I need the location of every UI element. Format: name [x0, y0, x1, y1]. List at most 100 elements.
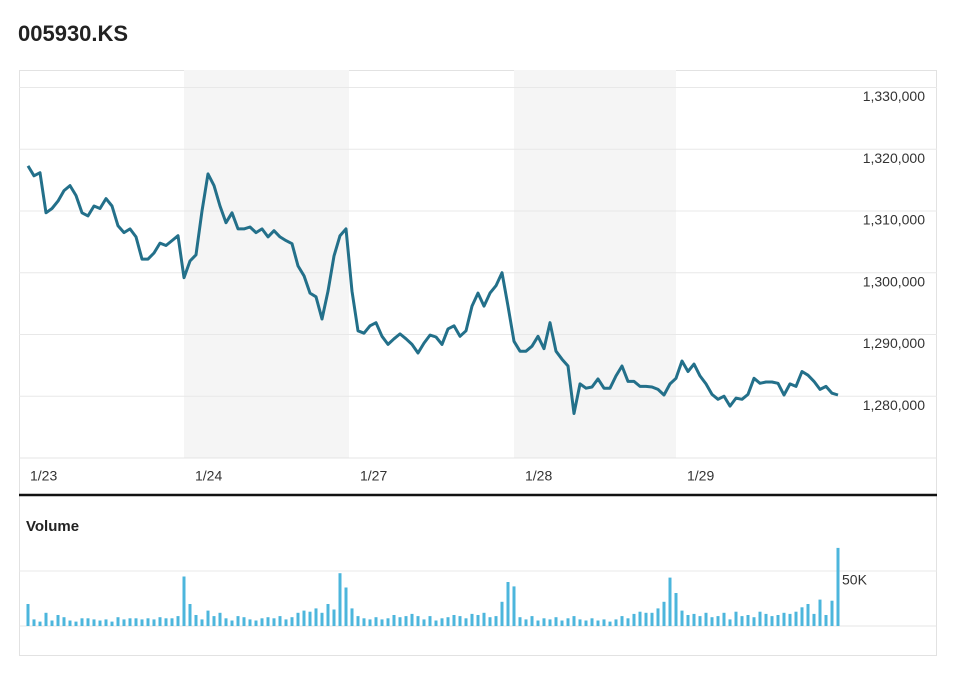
volume-bar: [794, 611, 798, 626]
volume-bar: [626, 618, 630, 626]
volume-bar: [668, 577, 672, 626]
volume-bar: [26, 604, 30, 626]
volume-bar: [776, 615, 780, 626]
volume-bar: [254, 620, 258, 626]
volume-bar: [518, 617, 522, 626]
volume-bar: [464, 618, 468, 626]
volume-bar: [146, 618, 150, 626]
y-tick-label: 1,310,000: [863, 212, 925, 228]
volume-bar: [32, 619, 36, 626]
volume-bar: [374, 617, 378, 626]
volume-bar: [218, 612, 222, 626]
volume-bar: [44, 612, 48, 626]
day-band: [184, 70, 349, 458]
volume-bar: [824, 615, 828, 626]
y-tick-label: 1,300,000: [863, 273, 925, 289]
volume-bar: [806, 604, 810, 626]
volume-bar: [92, 619, 96, 626]
y-tick-label: 1,290,000: [863, 335, 925, 351]
volume-bar: [536, 620, 540, 626]
volume-bar: [722, 612, 726, 626]
volume-bar: [608, 621, 612, 626]
volume-bar: [302, 610, 306, 626]
volume-bar: [782, 612, 786, 626]
volume-bar: [284, 619, 288, 626]
volume-bar: [380, 619, 384, 626]
x-tick-label: 1/29: [687, 468, 714, 484]
volume-bar: [224, 618, 228, 626]
price-line: [26, 165, 839, 415]
volume-bar: [140, 619, 144, 626]
volume-bar: [86, 618, 90, 626]
volume-bar: [332, 609, 336, 626]
volume-bar: [644, 612, 648, 626]
volume-bar: [752, 617, 756, 626]
volume-bar: [506, 582, 510, 626]
volume-bar: [248, 619, 252, 626]
volume-bar: [50, 620, 54, 626]
volume-bar: [704, 612, 708, 626]
volume-bar: [188, 604, 192, 626]
volume-bar: [560, 620, 564, 626]
volume-bar: [494, 616, 498, 626]
volume-bar: [500, 601, 504, 626]
volume-bar: [416, 616, 420, 626]
x-tick-label: 1/28: [525, 468, 552, 484]
volume-bar: [470, 613, 474, 626]
volume-bar: [524, 619, 528, 626]
volume-bar: [128, 618, 132, 626]
volume-bar: [764, 613, 768, 626]
volume-bar: [278, 616, 282, 626]
x-tick-label: 1/27: [360, 468, 387, 484]
volume-bar: [170, 618, 174, 626]
volume-bar: [446, 617, 450, 626]
volume-bar: [632, 613, 636, 626]
volume-bar: [116, 617, 120, 626]
volume-bar: [368, 619, 372, 626]
volume-bar: [410, 613, 414, 626]
volume-bar: [482, 612, 486, 626]
volume-bar: [230, 620, 234, 626]
volume-bar: [362, 618, 366, 626]
volume-bar: [338, 573, 342, 626]
y-tick-label: 50K: [842, 572, 868, 588]
volume-bar: [80, 618, 84, 626]
volume-bar: [662, 601, 666, 626]
chart-frame: [19, 70, 937, 656]
volume-bar: [512, 586, 516, 626]
volume-bar: [680, 610, 684, 626]
volume-bar: [488, 617, 492, 626]
volume-bar: [62, 617, 66, 626]
volume-bar: [572, 616, 576, 626]
volume-bar: [242, 617, 246, 626]
volume-bar: [164, 618, 168, 626]
volume-bar: [98, 620, 102, 626]
volume-bar: [434, 620, 438, 626]
volume-bar: [566, 618, 570, 626]
volume-bar: [728, 619, 732, 626]
volume-bar: [692, 613, 696, 626]
volume-bar: [404, 616, 408, 626]
volume-bar: [326, 604, 330, 626]
volume-bar: [584, 620, 588, 626]
volume-bar: [206, 610, 210, 626]
volume-bar: [656, 608, 660, 626]
volume-bar: [476, 615, 480, 626]
volume-bar: [716, 616, 720, 626]
volume-bar: [674, 593, 678, 626]
volume-bar: [602, 619, 606, 626]
volume-bar: [452, 615, 456, 626]
volume-bar: [548, 619, 552, 626]
volume-bar: [758, 611, 762, 626]
volume-bar: [614, 619, 618, 626]
volume-bar: [74, 621, 78, 626]
volume-bar: [392, 615, 396, 626]
volume-bar: [686, 615, 690, 626]
volume-bar: [590, 618, 594, 626]
volume-bar: [440, 618, 444, 626]
volume-bar: [344, 587, 348, 626]
volume-bar: [320, 612, 324, 626]
volume-bar: [314, 608, 318, 626]
y-tick-label: 1,320,000: [863, 150, 925, 166]
